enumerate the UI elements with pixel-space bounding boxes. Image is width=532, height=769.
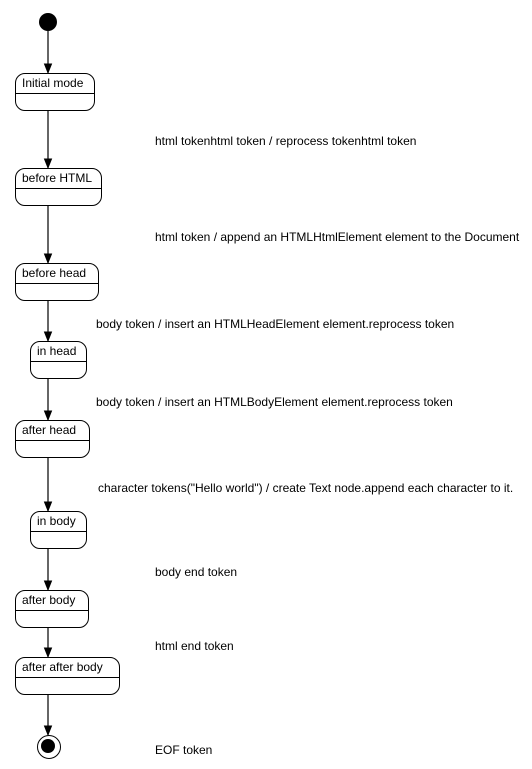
edge-label: body token / insert an HTMLBodyElement e… xyxy=(96,395,453,409)
state-divider xyxy=(16,610,88,611)
edge-label: EOF token xyxy=(155,743,212,757)
state-label: in body xyxy=(37,514,76,528)
state-divider xyxy=(16,283,98,284)
edge-label: html token / append an HTMLHtmlElement e… xyxy=(155,230,519,244)
state-divider xyxy=(16,93,94,94)
state-divider xyxy=(16,440,89,441)
state-afterHead: after head xyxy=(15,420,90,458)
state-label: Initial mode xyxy=(22,76,83,90)
edge-label: body token / insert an HTMLHeadElement e… xyxy=(96,317,454,331)
state-label: before head xyxy=(22,266,86,280)
state-label: after head xyxy=(22,423,76,437)
state-divider xyxy=(16,188,101,189)
edge-label: body end token xyxy=(155,565,237,579)
edge-label: html tokenhtml token / reprocess tokenht… xyxy=(155,134,416,148)
state-inHead: in head xyxy=(30,341,87,379)
end-node-inner xyxy=(41,739,55,753)
edges-layer xyxy=(0,0,532,769)
state-beforeHTML: before HTML xyxy=(15,168,102,206)
start-node xyxy=(39,13,57,31)
state-beforeHead: before head xyxy=(15,263,99,301)
edge-label: character tokens("Hello world") / create… xyxy=(98,481,513,495)
state-afterBody: after body xyxy=(15,590,89,628)
state-label: after after body xyxy=(22,660,103,674)
state-label: after body xyxy=(22,593,75,607)
edge-label: html end token xyxy=(155,639,234,653)
state-initial: Initial mode xyxy=(15,73,95,111)
state-divider xyxy=(16,677,119,678)
state-label: before HTML xyxy=(22,171,92,185)
state-afterAfter: after after body xyxy=(15,657,120,695)
state-label: in head xyxy=(37,344,76,358)
diagram-canvas: Initial mode before HTML before head in hea… xyxy=(0,0,532,769)
state-inBody: in body xyxy=(30,511,87,549)
state-divider xyxy=(31,531,86,532)
state-divider xyxy=(31,361,86,362)
